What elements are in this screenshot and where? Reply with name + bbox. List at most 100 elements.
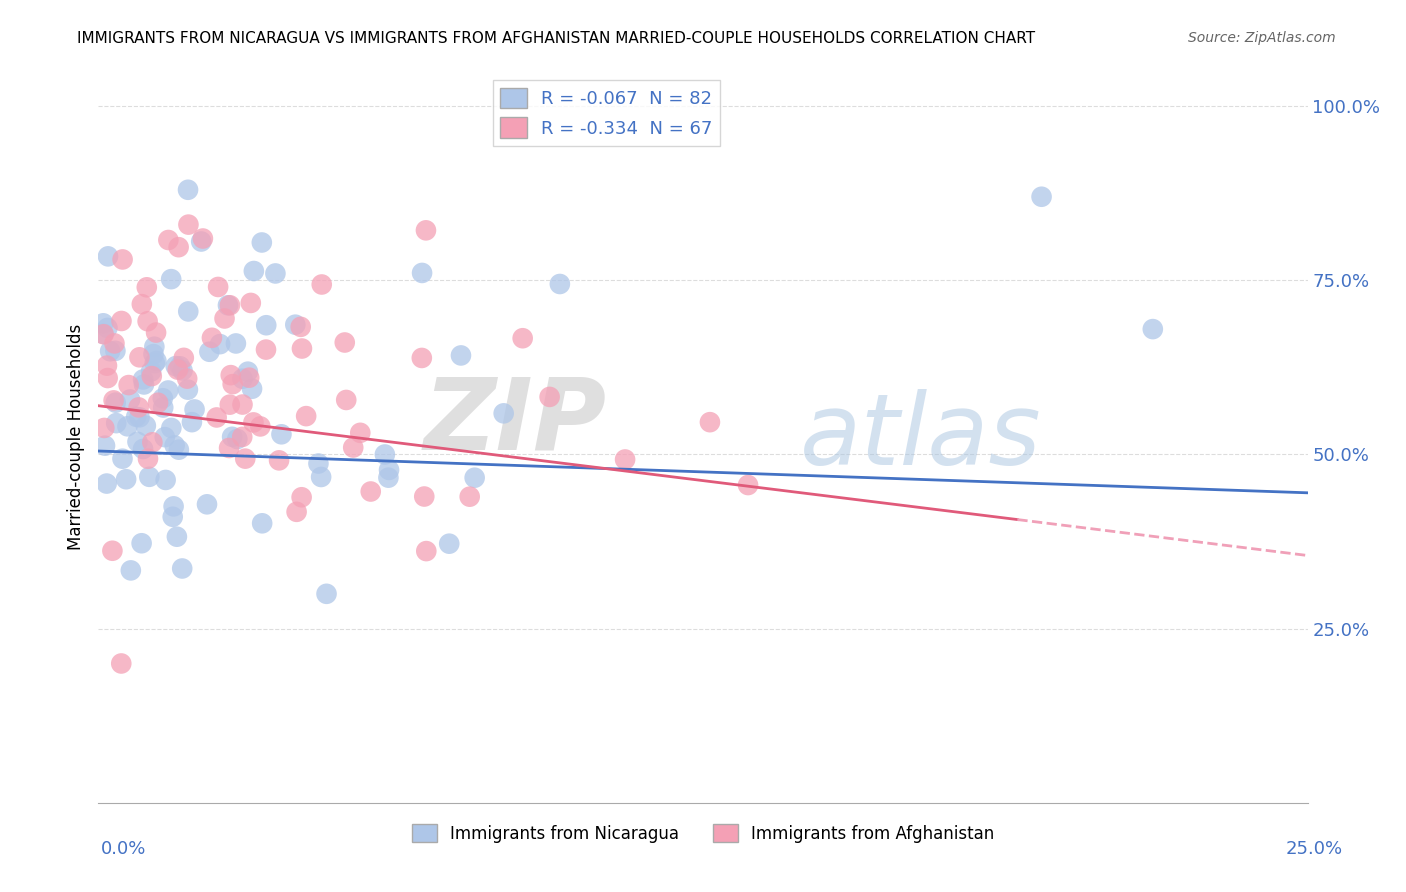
Point <box>1142 322 1164 336</box>
Point <box>249 419 271 434</box>
Point <box>132 377 155 392</box>
Point <box>226 432 249 446</box>
Point <box>142 347 165 361</box>
Point <box>111 451 134 466</box>
Point <box>132 372 155 386</box>
Point <box>415 544 437 558</box>
Point <box>415 223 437 237</box>
Y-axis label: Married-couple Households: Married-couple Households <box>66 324 84 550</box>
Point <box>117 378 139 392</box>
Point <box>183 402 205 417</box>
Point <box>145 354 167 368</box>
Point <box>450 348 472 362</box>
Point <box>225 336 247 351</box>
Point <box>284 318 307 332</box>
Point <box>290 319 312 334</box>
Point <box>128 351 150 365</box>
Point <box>205 410 228 425</box>
Point <box>191 231 214 245</box>
Point <box>413 490 436 504</box>
Point <box>291 342 314 356</box>
Point <box>699 415 721 429</box>
Point <box>139 364 162 378</box>
Point <box>138 470 160 484</box>
Point <box>240 382 263 396</box>
Point <box>464 471 486 485</box>
Point <box>512 331 534 345</box>
Point <box>93 327 115 342</box>
Point <box>162 500 184 514</box>
Point <box>311 277 333 292</box>
Point <box>374 448 396 462</box>
Text: atlas: atlas <box>800 389 1042 485</box>
Point <box>218 398 240 412</box>
Point <box>103 336 125 351</box>
Point <box>135 418 157 433</box>
Point <box>250 235 273 250</box>
Point <box>165 359 187 373</box>
Point <box>93 421 115 435</box>
Point <box>145 326 167 340</box>
Point <box>231 398 253 412</box>
Point <box>101 543 124 558</box>
Point <box>162 509 184 524</box>
Point <box>737 478 759 492</box>
Point <box>104 395 127 409</box>
Text: ZIP: ZIP <box>423 374 606 471</box>
Point <box>163 438 186 452</box>
Point <box>91 316 114 330</box>
Point <box>233 451 256 466</box>
Point <box>160 421 183 435</box>
Point <box>335 392 357 407</box>
Point <box>218 441 240 455</box>
Point <box>120 563 142 577</box>
Point <box>110 657 132 671</box>
Point <box>153 430 176 444</box>
Point <box>166 362 188 376</box>
Point <box>254 318 277 333</box>
Point <box>127 434 149 449</box>
Point <box>250 516 273 531</box>
Point <box>146 396 169 410</box>
Point <box>120 392 142 407</box>
Point <box>105 416 128 430</box>
Text: 0.0%: 0.0% <box>101 840 146 858</box>
Point <box>342 441 364 455</box>
Point <box>131 536 153 550</box>
Point <box>349 425 371 440</box>
Point <box>333 335 356 350</box>
Point <box>378 463 401 477</box>
Point <box>236 365 259 379</box>
Point <box>91 326 114 341</box>
Point <box>97 249 120 263</box>
Point <box>538 390 561 404</box>
Point <box>177 304 200 318</box>
Point <box>264 267 287 281</box>
Point <box>104 343 127 358</box>
Point <box>136 451 159 466</box>
Point <box>166 530 188 544</box>
Point <box>360 484 382 499</box>
Point <box>98 344 121 359</box>
Point <box>181 415 204 429</box>
Point <box>110 314 132 328</box>
Point <box>309 470 332 484</box>
Point <box>209 337 232 351</box>
Point <box>239 296 262 310</box>
Point <box>219 368 242 383</box>
Point <box>411 266 433 280</box>
Point <box>176 371 198 385</box>
Legend: Immigrants from Nicaragua, Immigrants from Afghanistan: Immigrants from Nicaragua, Immigrants fr… <box>405 817 1001 849</box>
Point <box>177 383 200 397</box>
Point <box>238 370 260 384</box>
Point <box>198 344 221 359</box>
Text: 25.0%: 25.0% <box>1285 840 1343 858</box>
Point <box>1031 190 1053 204</box>
Point <box>103 393 125 408</box>
Point <box>190 235 212 249</box>
Point <box>143 356 166 370</box>
Point <box>492 406 515 420</box>
Point <box>231 372 253 386</box>
Point <box>96 476 118 491</box>
Point <box>167 240 190 254</box>
